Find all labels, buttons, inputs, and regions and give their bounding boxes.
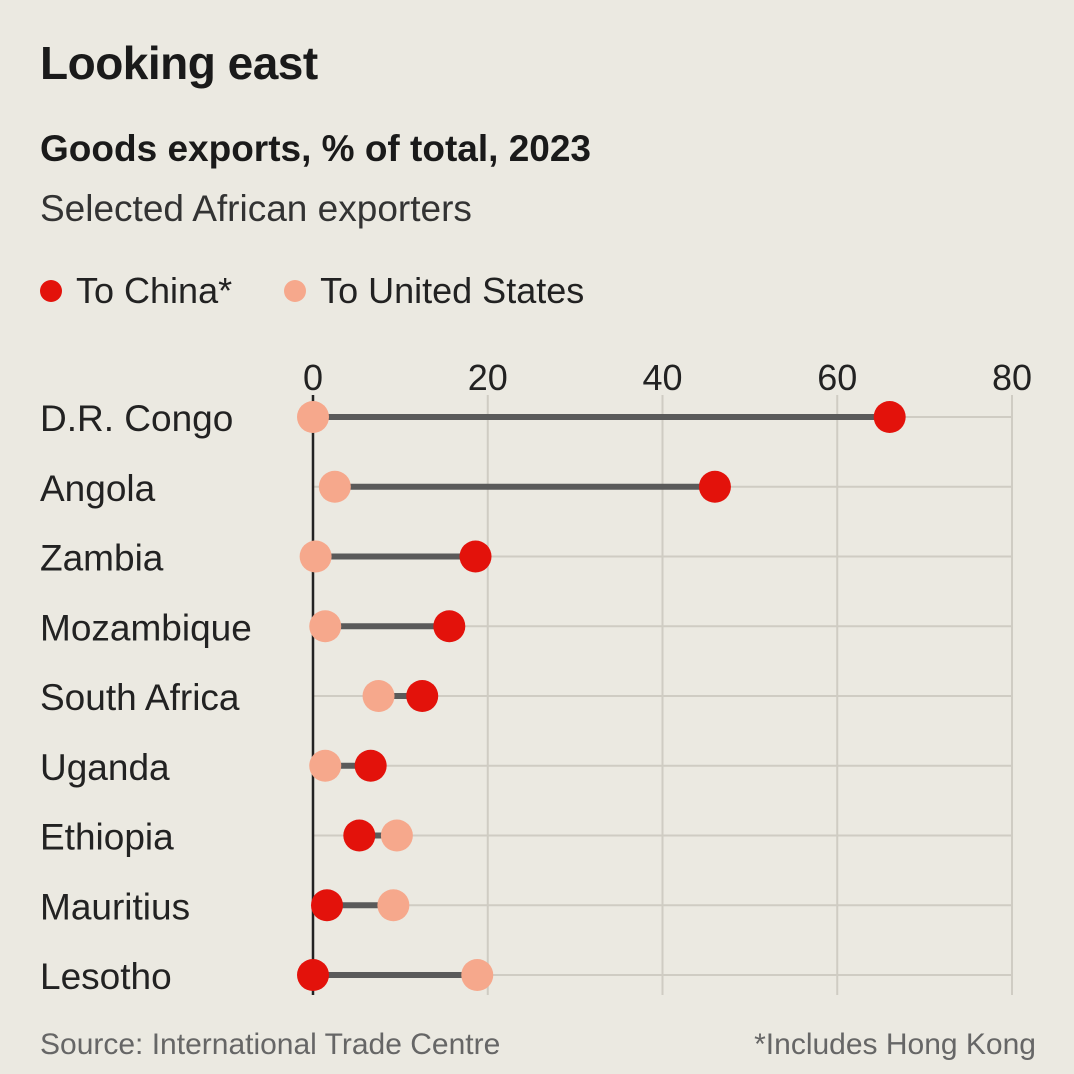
dot-china <box>343 819 376 852</box>
dot-china <box>698 470 731 503</box>
category-label: Mozambique <box>40 607 252 648</box>
dot-us <box>299 540 332 573</box>
category-label: Mauritius <box>40 886 190 927</box>
footnote: *Includes Hong Kong <box>754 1028 1036 1061</box>
dot-china <box>433 610 466 643</box>
chart-title: Looking east <box>40 37 318 89</box>
x-tick-label: 20 <box>468 357 508 398</box>
dot-us <box>461 959 494 991</box>
x-tick-label: 80 <box>992 357 1032 398</box>
chart-subtitle: Goods exports, % of total, 2023 <box>40 128 592 169</box>
legend-label-china: To China* <box>76 270 233 311</box>
chart-subtitle-secondary: Selected African exporters <box>40 188 472 229</box>
dot-china <box>354 749 387 782</box>
dot-us <box>377 889 410 922</box>
dot-us <box>362 680 395 712</box>
dot-us <box>297 401 329 433</box>
dot-china <box>310 889 343 922</box>
category-label: Ethiopia <box>40 817 174 858</box>
dot-us <box>309 610 342 643</box>
dot-china <box>297 959 329 991</box>
dot-china <box>459 540 492 573</box>
category-label: Angola <box>40 468 156 509</box>
legend-dot-us <box>284 280 307 302</box>
legend-item-china: To China* <box>40 270 232 312</box>
legend-label-us: To United States <box>320 270 585 311</box>
dot-us <box>380 819 413 852</box>
legend-dot-china <box>40 280 62 302</box>
x-tick-label: 60 <box>817 357 857 398</box>
category-label: Uganda <box>40 747 170 788</box>
dot-us <box>309 749 342 782</box>
category-label: Lesotho <box>40 956 172 997</box>
legend: To China* To United States <box>40 270 636 312</box>
dot-us <box>318 470 351 503</box>
x-tick-label: 0 <box>303 357 323 398</box>
legend-item-us: To United States <box>284 270 584 312</box>
category-label: D.R. Congo <box>40 398 233 439</box>
source-note: Source: International Trade Centre <box>40 1028 501 1061</box>
category-label: Zambia <box>40 538 164 579</box>
category-label: South Africa <box>40 677 240 718</box>
dot-china <box>406 680 439 712</box>
dot-china <box>873 401 906 433</box>
x-tick-label: 40 <box>642 357 682 398</box>
